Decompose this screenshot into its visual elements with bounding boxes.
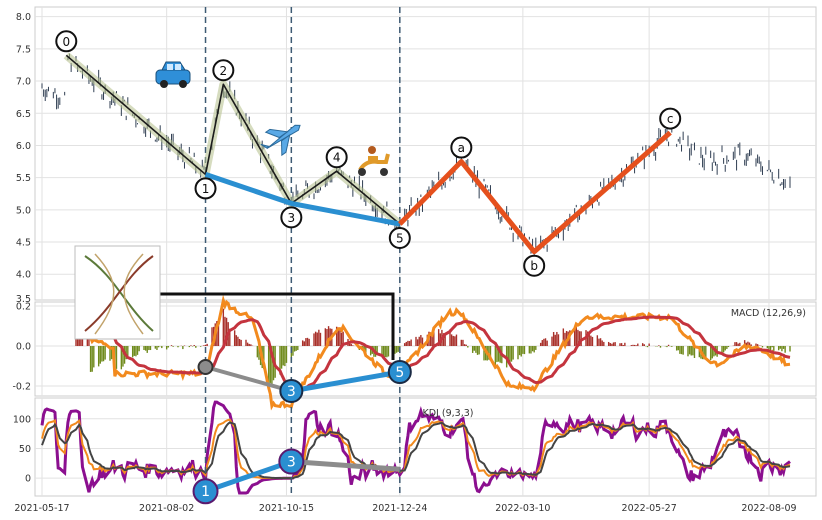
panel-frame-macd bbox=[34, 301, 817, 397]
kdj-divergence-dot bbox=[192, 478, 219, 505]
wave-label: 3 bbox=[288, 211, 296, 225]
wave-correction-line bbox=[398, 130, 672, 255]
wave-impulse-line bbox=[65, 54, 401, 225]
kdj-divergence-gray bbox=[291, 459, 400, 472]
y-tick-label: 6.0 bbox=[16, 141, 31, 152]
macd-divergence-dot bbox=[279, 379, 304, 403]
wave-label: 0 bbox=[62, 35, 70, 49]
wave-label-circle bbox=[325, 146, 348, 169]
wave-label-circle bbox=[659, 107, 682, 130]
y-tick-label: 6.5 bbox=[16, 109, 31, 120]
price-trend-line bbox=[204, 172, 401, 227]
macd-dea-line bbox=[74, 296, 791, 393]
y-tick-label: 5.0 bbox=[16, 205, 31, 216]
kdj-lines bbox=[40, 400, 791, 495]
kdj-title: KDJ (9,3,3) bbox=[423, 408, 474, 419]
wave-label: 1 bbox=[202, 182, 210, 196]
y-tick-label: 5.5 bbox=[16, 173, 31, 184]
x-tick-label: 2021-08-02 bbox=[139, 503, 194, 514]
wave-label-circle bbox=[450, 136, 473, 159]
kdj-divergence-label: 3 bbox=[287, 455, 296, 471]
y-tick-label: 7.0 bbox=[16, 77, 31, 88]
wave-label-circle bbox=[212, 59, 235, 82]
y-tick-label: 0.0 bbox=[16, 342, 31, 353]
y-tick-label: 100 bbox=[13, 414, 31, 425]
wave-label-circle bbox=[388, 227, 411, 250]
y-tick-label: 3.5 bbox=[16, 294, 31, 305]
annotation-layer: 0 1 2 3 4 5 a b c 3 5 1 3 bbox=[55, 7, 682, 505]
kdj-divergence-label: 1 bbox=[201, 484, 210, 500]
dna-thumbnail bbox=[74, 245, 161, 340]
y-tick-label: 4.5 bbox=[16, 238, 31, 249]
wave-label-circle bbox=[55, 30, 78, 53]
macd-divergence-label: 5 bbox=[395, 365, 404, 381]
wave-label-circle bbox=[280, 206, 303, 229]
x-tick-label: 2022-05-27 bbox=[622, 503, 677, 514]
wave-label: a bbox=[458, 141, 465, 155]
car-icon bbox=[155, 61, 191, 88]
x-tick-label: 2021-05-17 bbox=[14, 503, 69, 514]
kdj-d-line bbox=[41, 421, 791, 480]
macd-divergence-dot bbox=[197, 359, 214, 375]
macd-divergence-label: 3 bbox=[287, 384, 296, 400]
wave-label-circle bbox=[523, 254, 546, 277]
wave-label: b bbox=[530, 259, 538, 273]
tick-labels: 3.5 4.0 4.5 5.0 5.5 6.0 6.5 7.0 7.5 8.0 -0.2 0.0 0.2… bbox=[12, 12, 806, 514]
callout-connector bbox=[160, 292, 395, 360]
x-tick-label: 2022-03-10 bbox=[495, 503, 550, 514]
y-tick-label: 7.5 bbox=[16, 44, 31, 55]
x-tick-label: 2021-12-24 bbox=[372, 503, 427, 514]
y-tick-label: 8.0 bbox=[16, 12, 31, 23]
y-tick-label: 0 bbox=[25, 474, 31, 485]
wave-label: 5 bbox=[396, 232, 404, 246]
macd-divergence-blue bbox=[290, 369, 401, 394]
wave-label-circle bbox=[194, 177, 217, 200]
y-tick-label: -0.2 bbox=[12, 382, 31, 393]
airplane-icon bbox=[260, 124, 301, 157]
panel-frame-price bbox=[34, 6, 817, 301]
y-tick-label: 4.0 bbox=[16, 270, 31, 281]
scooter-icon bbox=[358, 146, 390, 176]
wave-label: 4 bbox=[333, 151, 341, 165]
macd-title: MACD (12,26,9) bbox=[731, 308, 806, 319]
kdj-divergence-dot bbox=[278, 448, 305, 475]
macd-divergence-gray bbox=[204, 365, 292, 393]
wave-label: c bbox=[667, 112, 674, 126]
y-tick-label: 0.2 bbox=[16, 302, 31, 313]
wave-label: 2 bbox=[220, 64, 228, 78]
kdj-j-line bbox=[40, 400, 791, 495]
x-tick-label: 2021-10-15 bbox=[259, 503, 314, 514]
y-tick-label: 50 bbox=[19, 444, 31, 455]
macd-divergence-dot bbox=[387, 360, 412, 384]
x-tick-label: 2022-08-09 bbox=[741, 503, 796, 514]
kdj-divergence-blue bbox=[204, 459, 293, 494]
